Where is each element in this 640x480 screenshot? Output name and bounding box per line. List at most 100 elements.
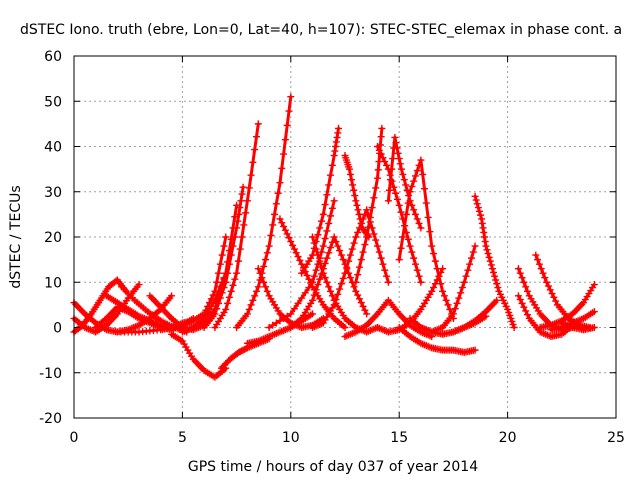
series-14-point: [242, 345, 250, 353]
series-20-point: [359, 302, 367, 310]
series-29-point: [387, 176, 395, 184]
series-21-point: [381, 266, 389, 274]
series-12-point: [218, 289, 226, 297]
series-30-point: [437, 280, 445, 288]
series-29-point: [402, 181, 410, 189]
series-13-point: [252, 133, 260, 141]
axis-ticks: [73, 55, 617, 419]
series-29-point: [388, 165, 396, 173]
series-19-point: [283, 312, 291, 320]
series-10-point: [215, 269, 223, 277]
series-29-point: [385, 186, 393, 194]
series-16-point: [267, 231, 275, 239]
series-20-point: [334, 242, 342, 250]
series-29-point: [396, 160, 404, 168]
series-19-point: [298, 294, 306, 302]
series-29-point: [395, 155, 403, 163]
series-21-point: [336, 285, 344, 293]
series-layer: [70, 93, 598, 381]
series-13-point: [245, 184, 253, 192]
series-20-point: [350, 283, 358, 291]
series-21-point: [372, 236, 380, 244]
series-38-point: [541, 274, 549, 282]
y-tick-label: -20: [39, 411, 62, 427]
series-13-point: [234, 257, 242, 265]
series-20-point: [337, 251, 345, 259]
series-26-point: [354, 271, 362, 279]
series-36-point: [518, 274, 526, 282]
series-16-point: [249, 296, 257, 304]
series-10-point: [209, 291, 217, 299]
series-18-point: [292, 249, 300, 257]
series-19-point: [328, 204, 336, 212]
series-18-point: [287, 238, 295, 246]
series-21-point: [375, 248, 383, 256]
series-24-point: [354, 206, 362, 214]
series-18-point: [305, 275, 313, 283]
series-19-point: [319, 242, 327, 250]
series-12-point: [224, 269, 232, 277]
series-26-point: [374, 166, 382, 174]
series-29-point: [384, 197, 392, 205]
series-12-point: [222, 278, 230, 286]
series-37-point: [520, 303, 528, 311]
series-24-point: [350, 186, 358, 194]
series-26-point: [355, 263, 363, 271]
series-10-point: [207, 295, 215, 303]
series-18-point: [280, 222, 288, 230]
series-27-point: [408, 248, 416, 256]
series-34-point: [481, 238, 489, 246]
series-20-point: [312, 286, 320, 294]
series-13-markers: [211, 120, 262, 331]
series-28-point: [430, 284, 438, 292]
series-13-point: [249, 158, 257, 166]
series-19-point: [294, 299, 302, 307]
x-tick-label: 10: [282, 430, 300, 446]
series-20-point: [325, 249, 333, 257]
series-23-point: [321, 274, 329, 282]
series-12-point: [216, 294, 224, 302]
series-27-point: [374, 143, 382, 150]
series-23-point: [323, 278, 331, 286]
series-22-point: [330, 152, 338, 160]
series-38-point: [539, 269, 547, 277]
series-20-point: [336, 247, 344, 255]
series-28-point: [428, 287, 436, 295]
series-27-point: [417, 278, 425, 286]
series-34-point: [492, 276, 500, 284]
series-34-point: [486, 257, 494, 265]
series-29-point: [411, 210, 419, 218]
series-12-point: [235, 210, 243, 218]
series-27-point: [411, 260, 419, 268]
series-34-point: [487, 261, 495, 269]
series-21-point: [334, 290, 342, 298]
series-27-point: [392, 189, 400, 197]
series-30-point: [426, 228, 434, 236]
series-29-point: [410, 206, 418, 214]
series-32-point: [471, 242, 479, 250]
series-30-point: [406, 188, 414, 196]
series-37-point: [514, 292, 522, 300]
series-30-point: [402, 210, 410, 218]
series-21-point: [339, 274, 347, 282]
series-23-point: [312, 245, 320, 253]
series-36-point: [514, 265, 522, 273]
series-38-point: [535, 260, 543, 268]
series-21-point: [370, 230, 378, 238]
series-22-point: [323, 191, 331, 199]
series-30-point: [431, 257, 439, 265]
series-23-point: [318, 263, 326, 271]
series-34-point: [490, 268, 498, 276]
series-13-point: [243, 197, 251, 205]
series-10-point: [222, 233, 230, 241]
x-tick-label: 5: [178, 430, 187, 446]
series-12-point: [211, 310, 219, 318]
series-27-point: [397, 208, 405, 216]
series-12-point: [234, 217, 242, 225]
series-10-markers: [178, 233, 230, 327]
series-34-point: [475, 207, 483, 215]
series-19-point: [269, 321, 277, 329]
series-16-point: [263, 249, 271, 257]
series-30-point: [422, 199, 430, 207]
series-22-point: [325, 181, 333, 189]
